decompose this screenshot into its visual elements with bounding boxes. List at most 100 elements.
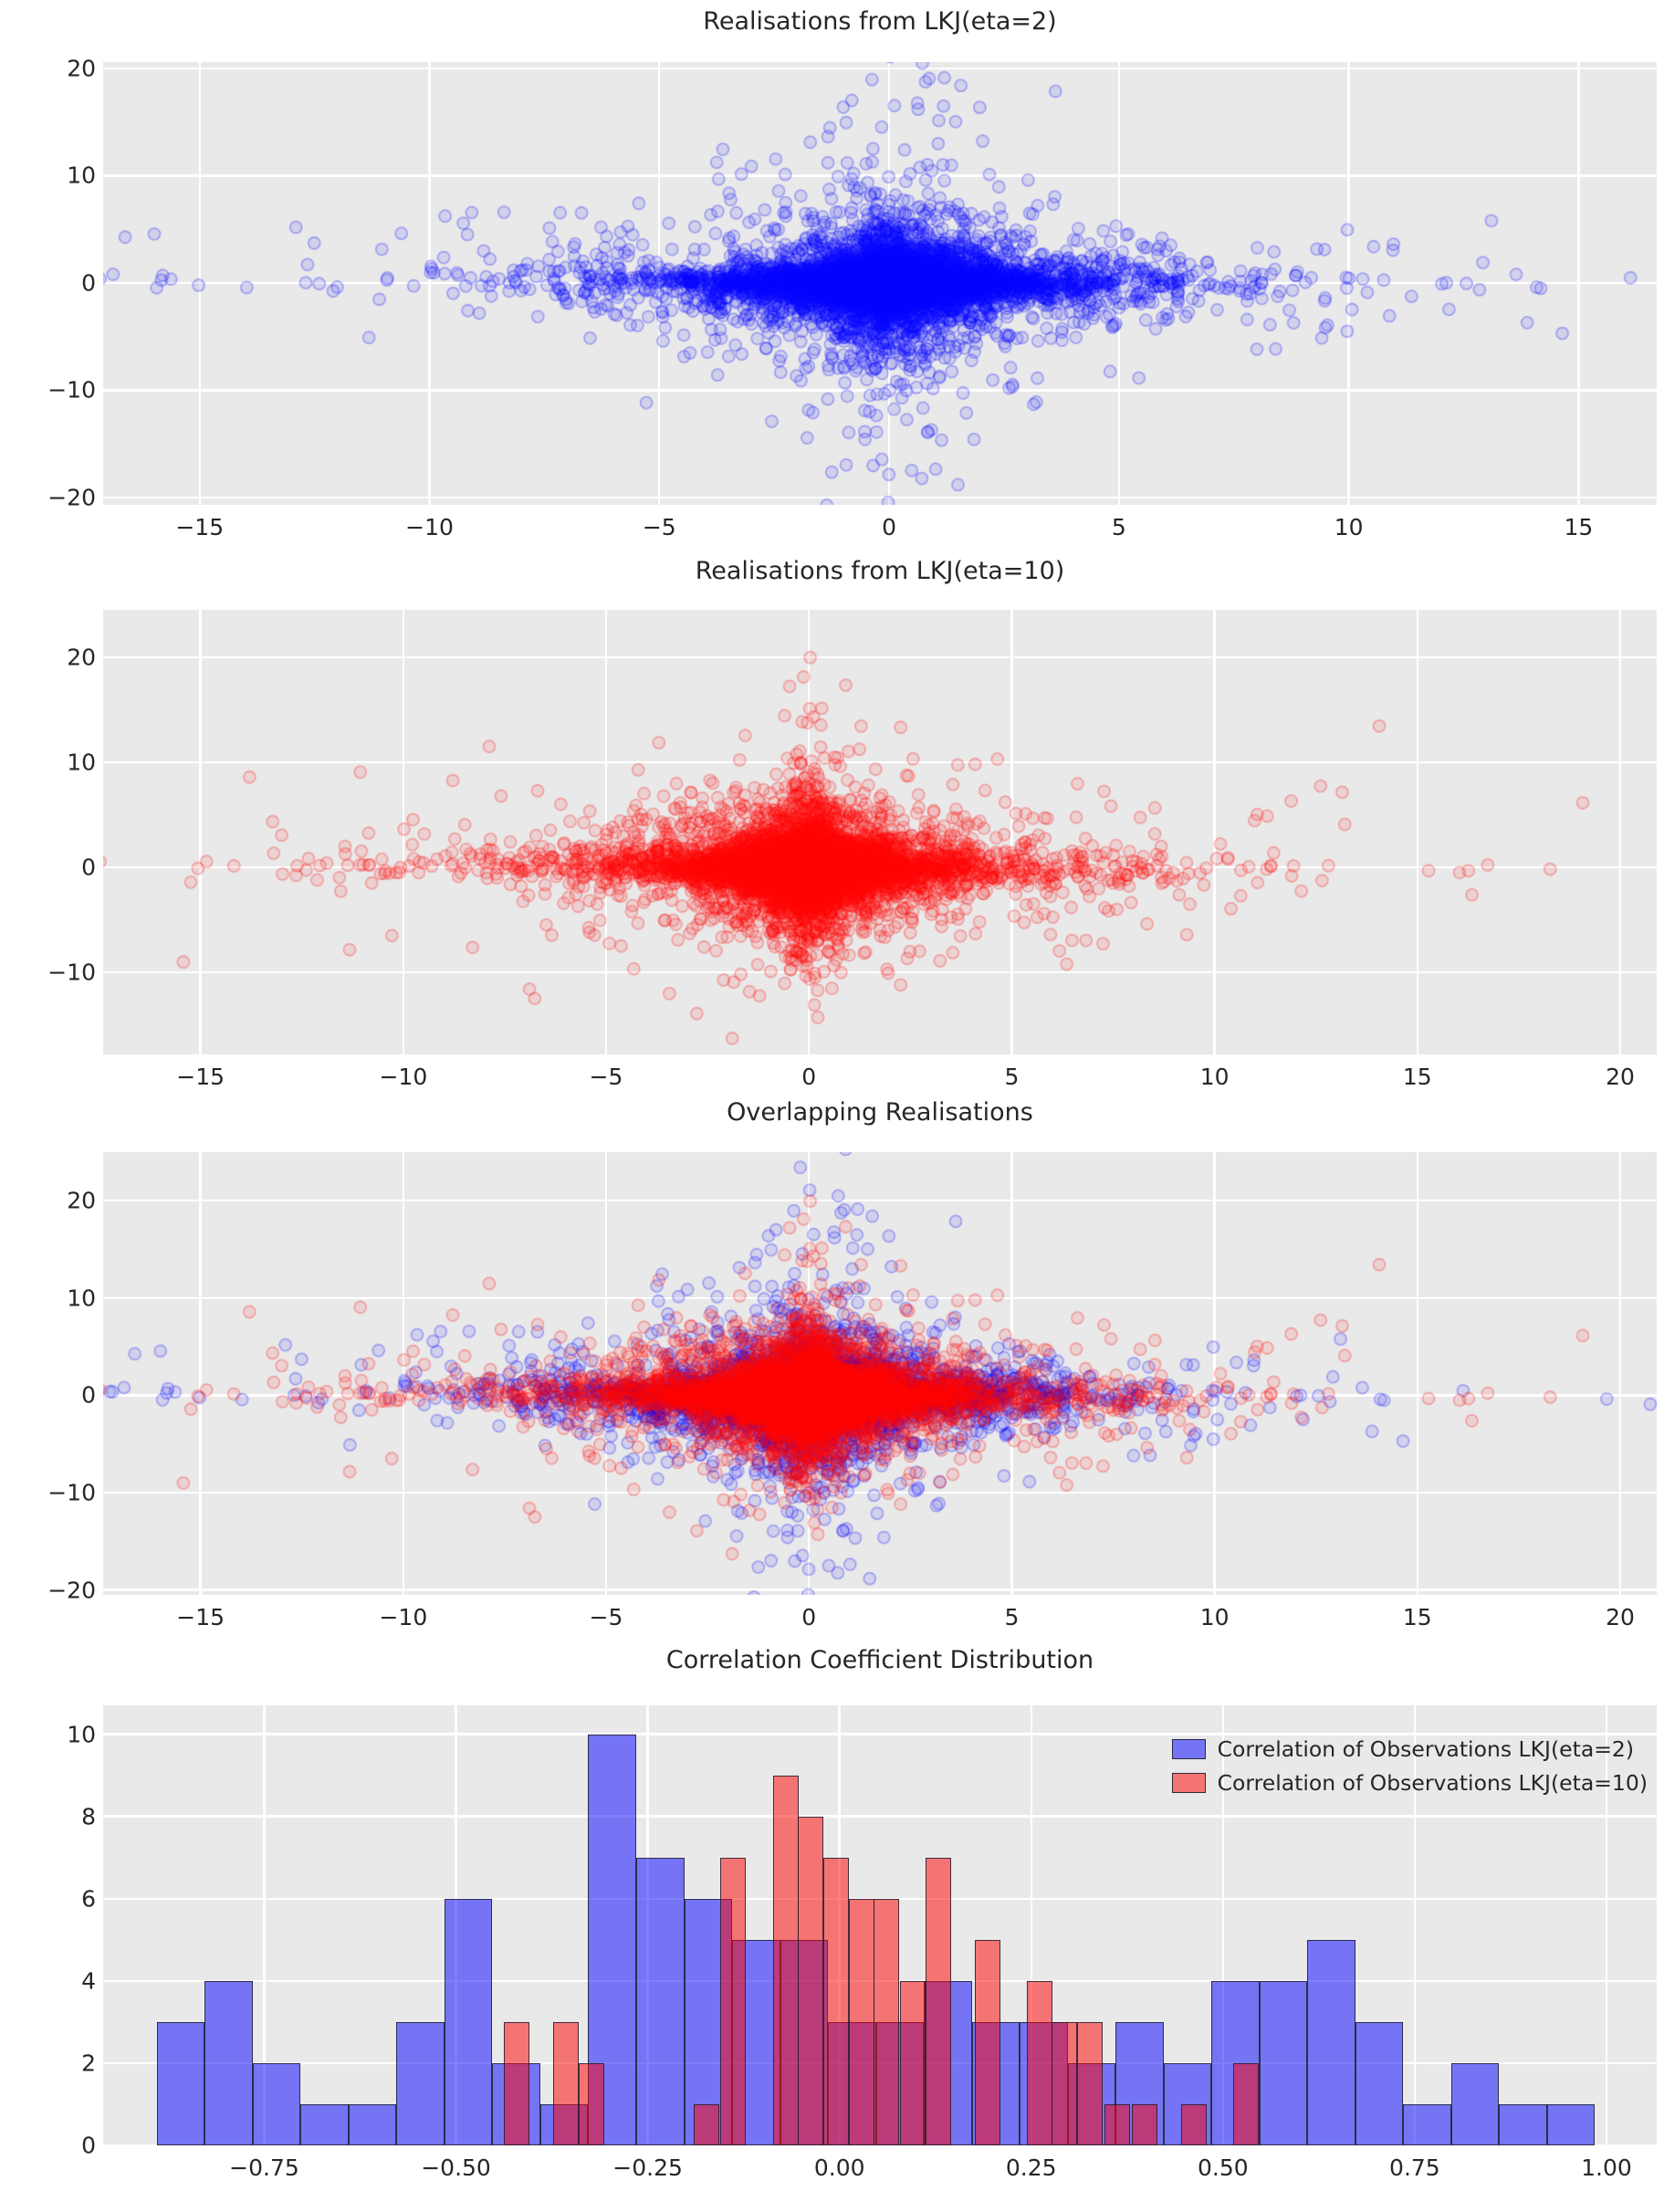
y-tick-label: 2 [81, 2050, 96, 2077]
hist-bar-red [1077, 2021, 1104, 2145]
x-tick-label: 0.25 [1005, 2154, 1057, 2181]
y-tick-label: 20 [67, 644, 96, 671]
panel-overlap-plot-area [103, 1152, 1657, 1595]
panel-lkj2-plot-area [103, 62, 1657, 505]
hist-bar-blue [252, 2062, 301, 2145]
hist-bar-blue [1259, 1980, 1308, 2145]
y-gridline [103, 1815, 1657, 1818]
legend-row-eta2: Correlation of Observations LKJ(eta=2) [1171, 1736, 1648, 1762]
y-tick-label: 0 [81, 2132, 96, 2159]
hist-bar-red [900, 1980, 926, 2145]
hist-bar-red [974, 1939, 1000, 2145]
hist-bar-red [553, 2021, 580, 2145]
hist-bar-blue [348, 2103, 397, 2145]
y-tick-label: 20 [67, 1187, 96, 1214]
x-tick-label: 10 [1199, 1064, 1230, 1090]
legend-label-eta10: Correlation of Observations LKJ(eta=10) [1217, 1770, 1648, 1796]
y-tick-label: −10 [47, 1479, 96, 1506]
legend-label-eta2: Correlation of Observations LKJ(eta=2) [1217, 1736, 1635, 1762]
x-tick-label: −10 [379, 1064, 428, 1090]
x-tick-label: 15 [1564, 514, 1594, 540]
legend-swatch-blue [1171, 1739, 1206, 1759]
x-tick-label: 20 [1606, 1064, 1635, 1090]
y-tick-label: 4 [81, 1967, 96, 1995]
hist-bar-red [1104, 2103, 1130, 2145]
y-tick-label: −10 [47, 376, 96, 404]
y-tick-label: 10 [67, 162, 96, 189]
y-tick-label: 0 [81, 854, 96, 881]
y-tick-label: 8 [81, 1803, 96, 1830]
x-tick-label: 1.00 [1581, 2154, 1632, 2181]
hist-bar-red [1026, 1980, 1052, 2145]
hist-bar-red [1232, 2062, 1259, 2145]
y-tick-label: 10 [67, 1284, 96, 1312]
hist-bar-red [848, 1898, 874, 2145]
x-tick-label: −0.50 [421, 2154, 491, 2181]
panel-lkj10-plot-area [103, 610, 1657, 1054]
y-tick-label: −20 [47, 1577, 96, 1604]
hist-bar-red [1180, 2103, 1207, 2145]
hist-bar-red [694, 2103, 719, 2145]
x-tick-label: −15 [176, 1604, 225, 1630]
hist-bar-blue [204, 1980, 253, 2145]
hist-bar-red [823, 1857, 849, 2145]
hist-bar-red [720, 1857, 747, 2145]
hist-bar-blue [396, 2021, 445, 2145]
hist-bar-blue [1307, 1939, 1355, 2145]
hist-bar-blue [1355, 2021, 1404, 2145]
hist-bar-blue [444, 1898, 493, 2145]
hist-bar-blue [1403, 2103, 1451, 2145]
x-tick-label: 10 [1334, 514, 1364, 540]
x-tick-label: −5 [642, 514, 676, 540]
hist-bar-red [798, 1816, 824, 2145]
hist-bar-blue [1450, 2062, 1500, 2145]
x-tick-label: 0 [801, 1064, 817, 1090]
x-tick-label: 0.00 [813, 2154, 865, 2181]
lkj10-scatter-canvas [103, 610, 1657, 1054]
hist-bar-red [1052, 2021, 1078, 2145]
y-tick-label: 6 [81, 1885, 96, 1913]
x-tick-label: −5 [589, 1604, 623, 1630]
x-tick-label: −0.75 [229, 2154, 299, 2181]
x-tick-label: 5 [1004, 1064, 1020, 1090]
y-tick-label: −20 [47, 484, 96, 511]
panel-hist-plot-area: Correlation of Observations LKJ(eta=2) C… [103, 1705, 1657, 2145]
hist-bar-blue [1499, 2103, 1547, 2145]
x-tick-label: −0.25 [612, 2154, 683, 2181]
hist-bar-red [1131, 2103, 1157, 2145]
x-tick-label: 10 [1199, 1604, 1230, 1630]
y-tick-label: 10 [67, 1721, 96, 1748]
legend: Correlation of Observations LKJ(eta=2) C… [1171, 1736, 1648, 1796]
legend-row-eta10: Correlation of Observations LKJ(eta=10) [1171, 1770, 1648, 1796]
x-tick-label: 0 [882, 514, 897, 540]
y-tick-label: 0 [81, 269, 96, 297]
x-tick-label: −15 [176, 1064, 225, 1090]
hist-bar-blue [635, 1857, 685, 2145]
x-tick-label: 5 [1111, 514, 1126, 540]
overlap-scatter-canvas [103, 1152, 1657, 1595]
x-gridline [1030, 1705, 1032, 2145]
x-tick-label: 15 [1402, 1604, 1432, 1630]
panel-lkj2-title: Realisations from LKJ(eta=2) [703, 7, 1057, 36]
hist-bar-blue [1546, 2103, 1596, 2145]
x-gridline [1221, 1705, 1224, 2145]
hist-bar-red [772, 1775, 799, 2145]
y-tick-label: −10 [47, 959, 96, 986]
x-tick-label: 20 [1606, 1604, 1635, 1630]
x-tick-label: −5 [589, 1064, 623, 1090]
y-tick-label: 10 [67, 749, 96, 776]
y-tick-label: 20 [67, 55, 96, 82]
y-tick-label: 0 [81, 1381, 96, 1409]
x-gridline [1413, 1705, 1417, 2145]
x-tick-label: −15 [175, 514, 225, 540]
x-gridline [263, 1705, 266, 2145]
x-tick-label: −10 [405, 514, 454, 540]
x-tick-label: 15 [1402, 1064, 1432, 1090]
hist-bar-blue [156, 2021, 205, 2145]
lkj2-scatter-canvas [103, 62, 1657, 505]
panel-lkj10-title: Realisations from LKJ(eta=10) [695, 557, 1065, 585]
x-tick-label: 0.75 [1389, 2154, 1440, 2181]
hist-bar-red [874, 1898, 900, 2145]
hist-bar-red [504, 2021, 530, 2145]
